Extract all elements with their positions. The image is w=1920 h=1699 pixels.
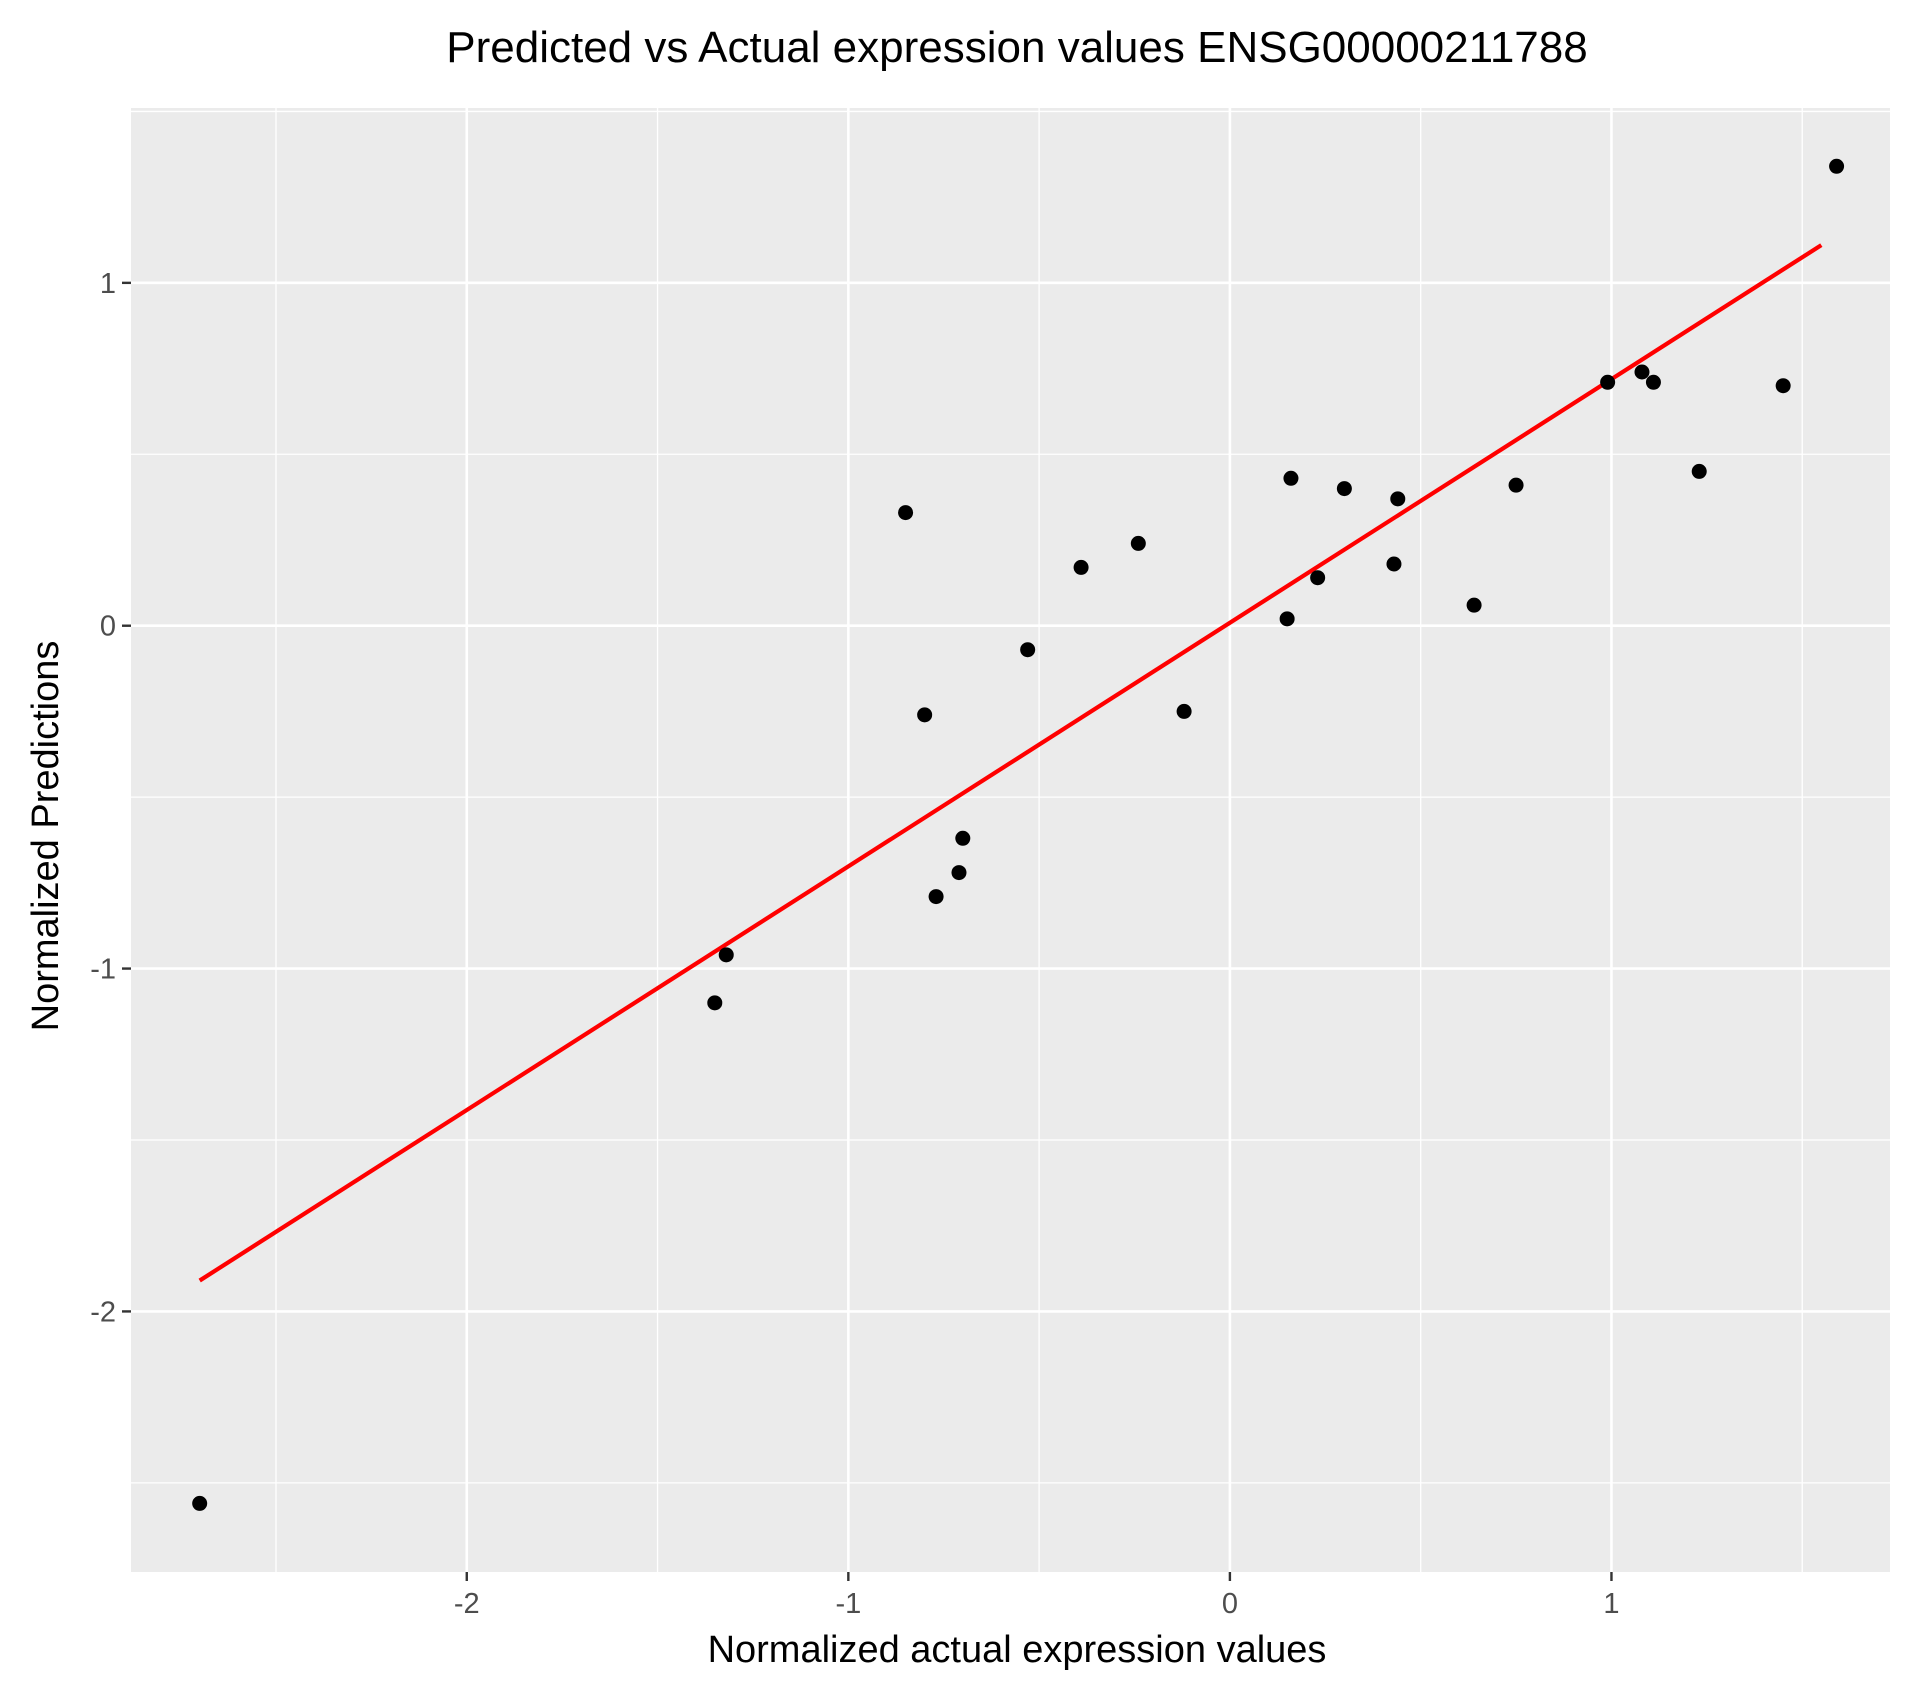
y-axis-title: Normalized Predictions <box>25 641 67 1032</box>
fit-line-layer <box>198 243 1823 1283</box>
x-tick-label: 1 <box>1603 1588 1619 1620</box>
x-axis-title: Normalized actual expression values <box>708 1629 1327 1671</box>
data-point <box>951 865 967 881</box>
data-point <box>917 707 933 723</box>
data-point <box>1829 158 1845 174</box>
data-point <box>1073 559 1089 575</box>
data-point <box>928 889 944 905</box>
data-point <box>192 1495 208 1511</box>
data-point <box>1466 597 1482 613</box>
data-point <box>1176 703 1192 719</box>
y-tick-label: -2 <box>90 1296 116 1328</box>
data-point <box>1283 470 1299 486</box>
data-point <box>1310 570 1326 586</box>
y-tick-label: -1 <box>90 954 116 986</box>
data-point <box>1130 535 1146 551</box>
data-point <box>1336 481 1352 497</box>
data-point <box>718 947 734 963</box>
data-point <box>1600 374 1616 390</box>
data-point <box>1775 378 1791 394</box>
data-point <box>707 995 723 1011</box>
x-axis-ticks: -2 -1 0 1 <box>454 1572 1620 1620</box>
data-point <box>1390 491 1406 507</box>
data-point <box>1020 642 1036 658</box>
data-point <box>1634 364 1650 380</box>
y-tick-label: 1 <box>100 268 116 300</box>
data-point <box>898 505 914 521</box>
major-gridlines <box>131 108 1890 1572</box>
data-point <box>1645 374 1661 390</box>
y-tick-label: 0 <box>100 611 116 643</box>
data-point <box>1386 556 1402 572</box>
data-point <box>955 830 971 846</box>
data-point <box>1279 611 1295 627</box>
y-axis-ticks: -2 -1 0 1 <box>90 268 131 1328</box>
data-point <box>1691 463 1707 479</box>
points-layer <box>192 158 1845 1511</box>
minor-gridlines <box>131 108 1890 1572</box>
x-tick-label: 0 <box>1222 1588 1238 1620</box>
data-point <box>1508 477 1524 493</box>
chart-title: Predicted vs Actual expression values EN… <box>446 23 1587 72</box>
plot-panel <box>131 108 1890 1572</box>
x-tick-label: -1 <box>835 1588 861 1620</box>
x-tick-label: -2 <box>454 1588 480 1620</box>
fit-line <box>198 243 1823 1283</box>
